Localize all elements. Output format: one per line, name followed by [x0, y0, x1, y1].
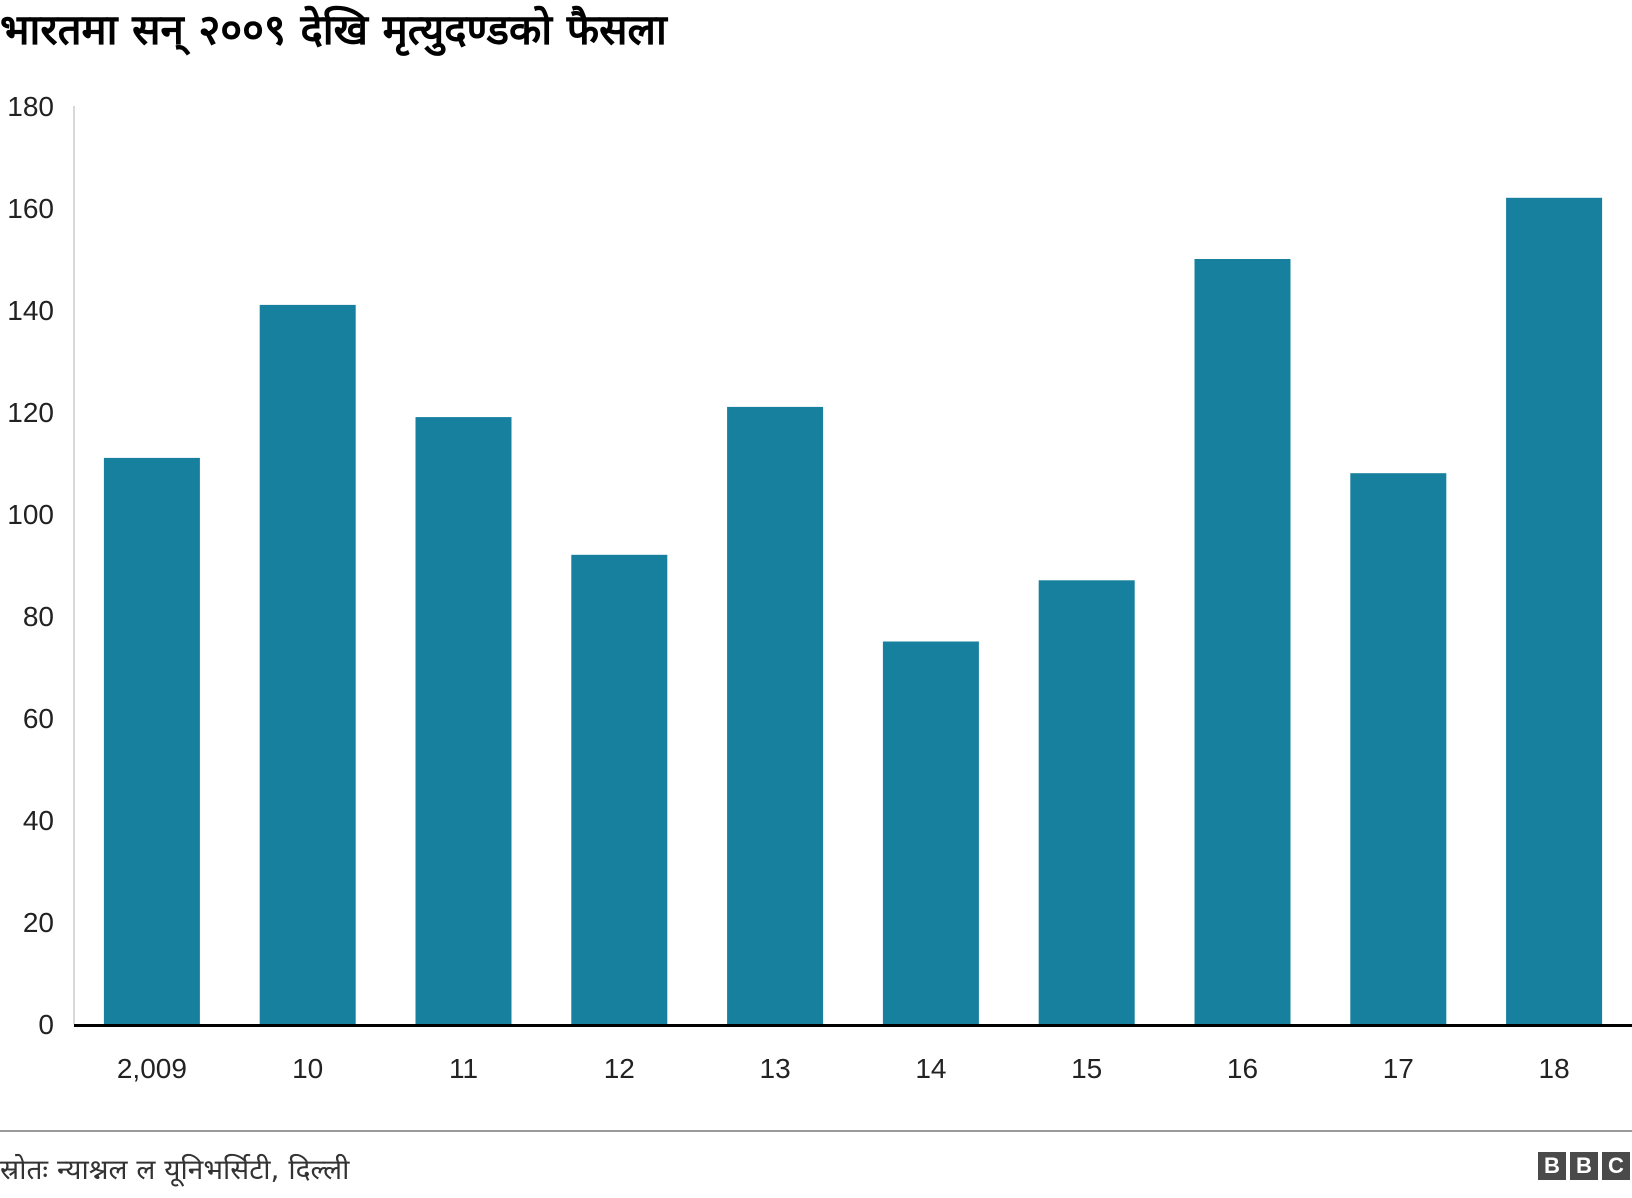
y-tick-label: 60	[23, 703, 54, 734]
bar	[1350, 473, 1447, 1024]
x-tick-label: 13	[760, 1053, 791, 1084]
bar	[415, 417, 512, 1025]
y-tick-label: 180	[7, 91, 54, 122]
x-tick-label: 10	[292, 1053, 323, 1084]
bar	[103, 457, 200, 1024]
y-tick-label: 80	[23, 601, 54, 632]
bbc-logo: B B C	[1538, 1152, 1630, 1180]
bar	[1038, 580, 1135, 1024]
bar	[882, 641, 979, 1024]
bar	[259, 304, 356, 1024]
logo-letter: B	[1570, 1152, 1598, 1180]
bar	[727, 406, 824, 1024]
footer-divider	[0, 1130, 1632, 1132]
y-tick-label: 0	[38, 1009, 54, 1040]
x-tick-label: 17	[1383, 1053, 1414, 1084]
logo-letter: C	[1602, 1152, 1630, 1180]
source-note: स्रोतः न्याश्नल ल यूनिभर्सिटी, दिल्ली	[0, 1153, 350, 1186]
y-tick-label: 40	[23, 805, 54, 836]
y-tick-label: 100	[7, 499, 54, 530]
logo-letter: B	[1538, 1152, 1566, 1180]
y-tick-label: 140	[7, 295, 54, 326]
bar-chart: 0 20 40 60 80 100 120 140 160 180 2,009 10 11 12 13 14…	[7, 91, 1632, 1084]
y-tick-label: 20	[23, 907, 54, 938]
y-axis: 0 20 40 60 80 100 120 140 160 180	[7, 91, 75, 1040]
x-tick-label: 15	[1071, 1053, 1102, 1084]
bars	[103, 197, 1603, 1025]
x-tick-label: 18	[1539, 1053, 1570, 1084]
y-tick-label: 120	[7, 397, 54, 428]
bar	[571, 554, 668, 1024]
bar	[1194, 259, 1291, 1024]
x-tick-label: 2,009	[117, 1053, 187, 1084]
chart-title: भारतमा सन् २००९ देखि मृत्युदण्डको फैसला	[0, 5, 667, 54]
x-axis: 2,009 10 11 12 13 14 15 16 17 18	[74, 1024, 1632, 1084]
x-tick-label: 12	[604, 1053, 635, 1084]
y-tick-label: 160	[7, 193, 54, 224]
x-tick-label: 16	[1227, 1053, 1258, 1084]
x-tick-label: 14	[915, 1053, 946, 1084]
bar	[1506, 197, 1603, 1025]
x-tick-label: 11	[449, 1053, 478, 1084]
